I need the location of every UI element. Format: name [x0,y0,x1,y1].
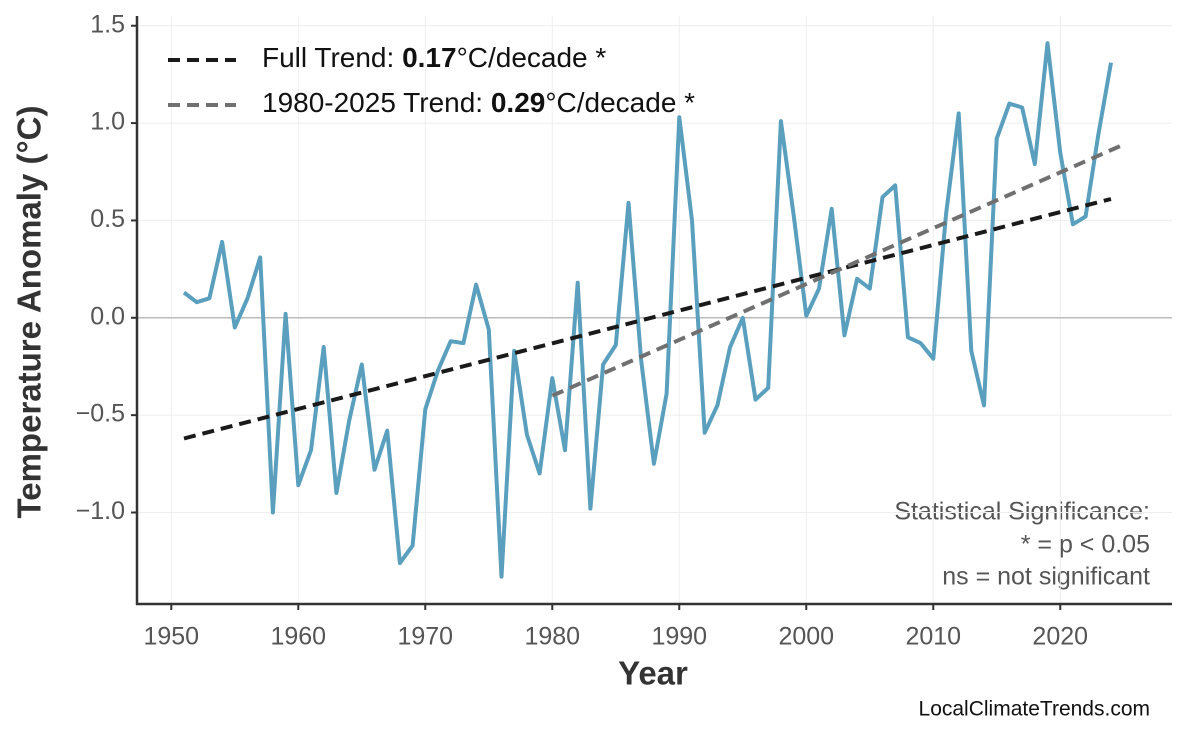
trend-line [183,197,1112,441]
legend-suffix: °C/decade * [545,87,695,118]
x-tick-label: 2010 [905,623,961,651]
source: LocalClimateTrends.com [919,698,1150,721]
legend-prefix: 1980-2025 Trend: [262,87,491,118]
legend-label: Full Trend: 0.17°C/decade * [262,42,606,73]
legend-rate: 0.29 [491,87,546,118]
y-tick-label: 0.5 [90,205,125,233]
x-tick-label: 1960 [270,623,326,651]
annotation: ns = not significant [942,563,1150,591]
annotation: Statistical Significance: [894,498,1150,526]
trend-line [551,142,1125,398]
x-tick-label: 2020 [1032,623,1088,651]
y-tick-label: −1.0 [76,497,125,525]
x-tick-label: 2000 [778,623,834,651]
annotation: * = p < 0.05 [1021,531,1150,559]
x-tick-label: 1980 [524,623,580,651]
legend-suffix: °C/decade * [457,42,607,73]
y-tick-label: 0.0 [90,302,125,330]
legend-prefix: Full Trend: [262,42,402,73]
data-line [182,41,1113,579]
x-axis-label: Year [618,655,688,692]
y-axis-label: Temperature Anomaly (°C) [11,106,48,519]
x-tick-label: 1950 [143,623,199,651]
x-tick-label: 1970 [397,623,453,651]
y-tick-label: 1.5 [90,10,125,38]
y-tick-label: −0.5 [76,400,125,428]
y-tick-label: 1.0 [90,108,125,136]
legend-rate: 0.17 [402,42,457,73]
x-tick-label: 1990 [651,623,707,651]
legend-label: 1980-2025 Trend: 0.29°C/decade * [262,87,695,118]
